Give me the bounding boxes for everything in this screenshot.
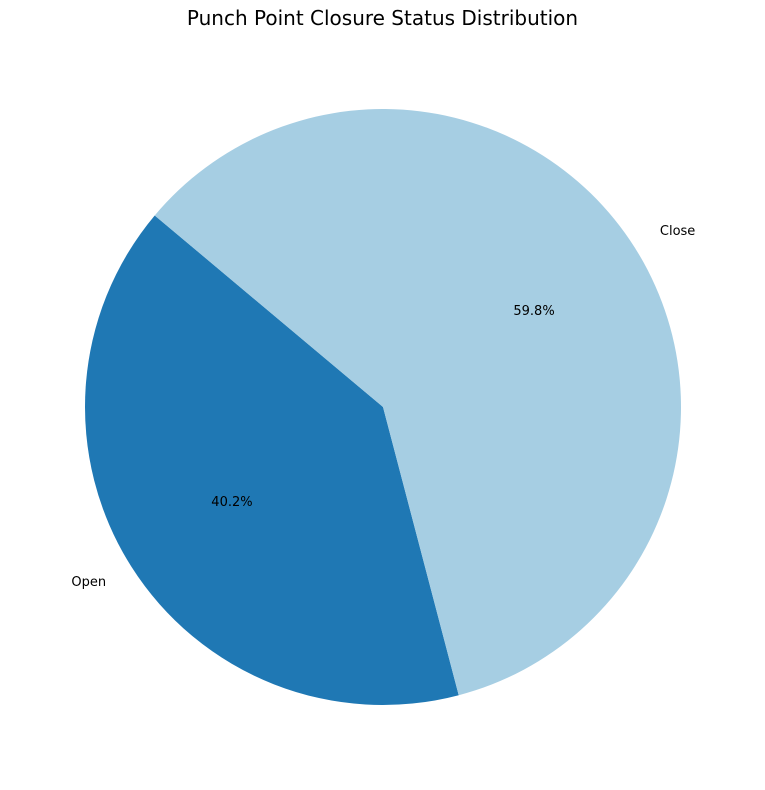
slice-label-open: Open bbox=[71, 575, 106, 590]
pie-slice-open bbox=[84, 215, 459, 706]
chart-title: Punch Point Closure Status Distribution bbox=[186, 6, 579, 30]
pct-label-open: 40.2% bbox=[211, 495, 252, 510]
slice-label-close: Close bbox=[660, 224, 695, 239]
pie-labels: Open 40.2% Close 59.8% bbox=[71, 224, 695, 590]
pct-label-close: 59.8% bbox=[513, 304, 554, 319]
pie-slice-close bbox=[154, 109, 681, 696]
pie-slices bbox=[84, 109, 681, 706]
